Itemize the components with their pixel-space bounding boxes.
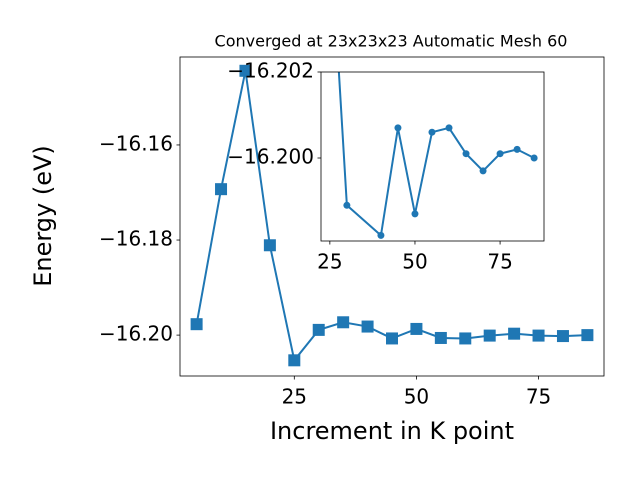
data-point bbox=[530, 154, 538, 162]
data-point bbox=[190, 318, 203, 331]
y-tick-label: −16.202 bbox=[227, 59, 314, 83]
data-point bbox=[428, 128, 436, 136]
data-point bbox=[337, 316, 350, 329]
data-point bbox=[434, 331, 447, 344]
data-point bbox=[483, 329, 496, 342]
data-point bbox=[445, 124, 453, 132]
y-axis-label: Energy (eV) bbox=[29, 145, 57, 287]
data-point bbox=[508, 327, 521, 340]
x-tick-label: 25 bbox=[282, 385, 307, 409]
data-point bbox=[312, 323, 325, 336]
data-point bbox=[377, 231, 385, 239]
x-tick-label: 75 bbox=[526, 385, 551, 409]
data-point bbox=[459, 332, 472, 345]
data-point bbox=[513, 145, 521, 153]
y-tick-label: −16.18 bbox=[99, 227, 173, 251]
data-point bbox=[462, 150, 470, 158]
plot-area bbox=[321, 72, 544, 241]
plot-series bbox=[337, 72, 538, 239]
x-tick-label: 75 bbox=[487, 250, 512, 274]
data-point bbox=[581, 329, 594, 342]
data-point bbox=[386, 332, 398, 345]
data-point bbox=[215, 183, 228, 196]
data-point bbox=[394, 124, 402, 132]
data-point bbox=[532, 329, 545, 342]
chart-title: Converged at 23x23x23 Automatic Mesh 60 bbox=[215, 32, 568, 51]
y-tick-label: −16.200 bbox=[227, 145, 314, 169]
y-tick-label: −16.20 bbox=[99, 322, 173, 346]
x-tick-label: 50 bbox=[404, 385, 429, 409]
plot-series bbox=[190, 64, 594, 367]
data-point bbox=[556, 330, 569, 343]
axes-frame bbox=[320, 71, 545, 242]
data-point bbox=[288, 354, 301, 367]
data-point bbox=[361, 320, 374, 333]
x-tick-label: 25 bbox=[317, 250, 342, 274]
data-point bbox=[343, 201, 351, 209]
data-point bbox=[410, 322, 423, 335]
data-point bbox=[496, 150, 504, 158]
data-point bbox=[263, 239, 276, 252]
y-tick-label: −16.16 bbox=[99, 131, 173, 155]
x-axis-label: Increment in K point bbox=[270, 417, 514, 445]
data-point bbox=[411, 210, 419, 218]
x-tick-label: 50 bbox=[402, 250, 427, 274]
data-point bbox=[239, 64, 252, 77]
data-point bbox=[479, 167, 487, 175]
axes-frame bbox=[179, 56, 605, 377]
